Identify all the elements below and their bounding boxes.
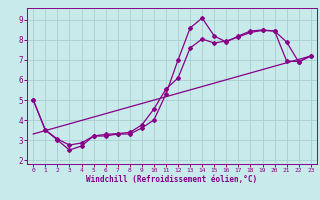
X-axis label: Windchill (Refroidissement éolien,°C): Windchill (Refroidissement éolien,°C)	[86, 175, 258, 184]
